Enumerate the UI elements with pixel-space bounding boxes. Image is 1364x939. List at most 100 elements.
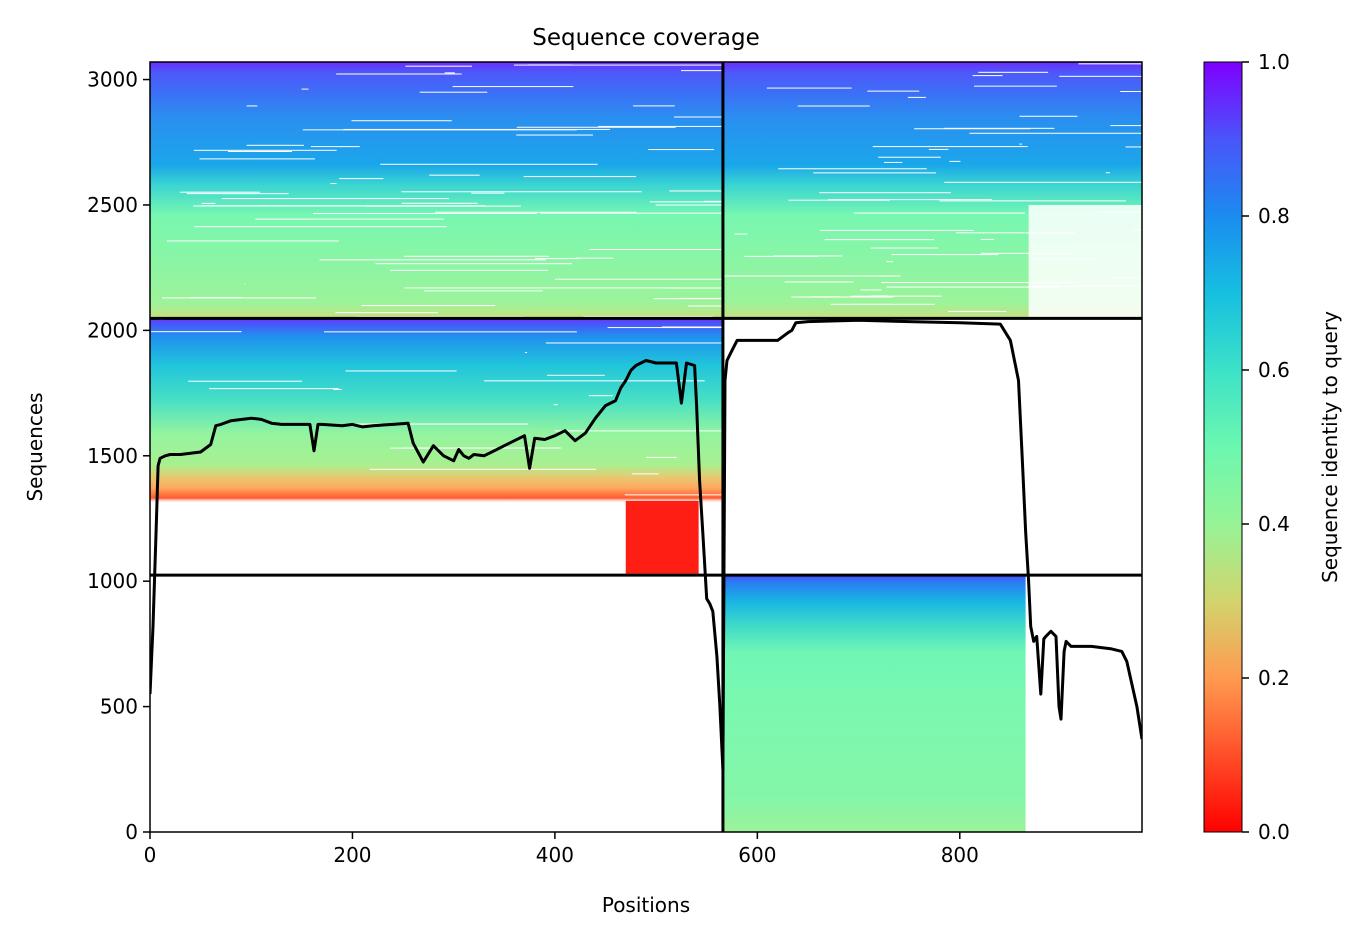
gap-line-middle-left — [553, 404, 558, 406]
gap-line-middle-left — [328, 511, 593, 513]
gap-line-top-left — [575, 257, 614, 259]
gap-line-bottom-right — [922, 510, 1010, 512]
gap-line-top-right — [828, 199, 992, 201]
gap-line-middle-left — [588, 395, 613, 397]
gap-line-top-left — [244, 283, 246, 285]
gap-line-bottom-right — [773, 531, 796, 533]
gap-line-top-left — [555, 278, 723, 280]
gap-line-top-right — [870, 247, 938, 249]
gap-line-bottom-right — [744, 543, 769, 545]
gap-line-middle-left — [536, 530, 621, 532]
gap-line-top-right — [824, 239, 934, 241]
gap-line-top-right — [907, 96, 926, 98]
gap-line-top-left — [246, 105, 258, 107]
gap-line-top-left — [583, 316, 713, 318]
gap-line-top-left — [674, 116, 723, 118]
y-tick-label: 1500 — [87, 444, 138, 468]
gap-line-bottom-right — [856, 489, 914, 491]
gap-line-middle-left — [345, 370, 457, 372]
gap-line-top-right — [949, 160, 961, 162]
gap-line-bottom-right — [807, 432, 908, 434]
gap-line-middle-left — [645, 456, 677, 458]
gap-line-middle-left — [474, 516, 650, 518]
gap-line-middle-left — [209, 388, 340, 390]
gap-line-top-right — [1125, 146, 1142, 148]
gap-line-bottom-right — [921, 459, 951, 461]
gap-line-top-left — [310, 146, 360, 148]
gap-line-middle-left — [624, 494, 723, 496]
gap-line-top-right — [830, 303, 935, 305]
gap-line-top-left — [193, 149, 337, 151]
gap-line-middle-left — [631, 473, 659, 475]
gap-line-top-right — [778, 168, 927, 170]
gap-line-top-left — [375, 263, 572, 265]
gap-line-middle-left — [336, 541, 482, 543]
gap-line-top-left — [339, 178, 384, 180]
gap-line-top-right — [1059, 75, 1142, 77]
gap-line-top-right — [886, 261, 894, 263]
gap-line-top-right — [1120, 91, 1142, 92]
coverage-line — [150, 318, 1142, 771]
gap-line-top-right — [939, 200, 1127, 202]
gap-line-top-left — [680, 297, 723, 299]
gap-line-middle-left — [254, 570, 340, 572]
gap-line-top-left — [649, 201, 723, 203]
colorbar-tick-label: 1.0 — [1258, 50, 1290, 74]
gap-line-middle-left — [150, 502, 280, 504]
colorbar — [1203, 61, 1243, 833]
gap-line-top-right — [972, 75, 1003, 77]
y-tick-label: 0 — [125, 820, 138, 844]
gap-line-bottom-right — [743, 487, 762, 489]
gap-line-top-left — [227, 150, 293, 152]
gap-line-middle-left — [483, 380, 705, 382]
gap-line-top-left — [336, 73, 462, 75]
gap-line-middle-left — [347, 423, 529, 425]
gap-line-top-left — [405, 65, 472, 67]
gap-line-top-left — [655, 204, 723, 206]
gap-line-top-right — [870, 295, 888, 297]
low-identity-patch — [625, 500, 699, 574]
gap-line-top-right — [974, 85, 1057, 87]
plot-area — [150, 62, 1142, 832]
gap-line-top-right — [1110, 125, 1142, 127]
gap-line-top-right — [811, 296, 840, 298]
gap-line-bottom-right — [938, 431, 1026, 433]
sparse-region-top-right — [1028, 204, 1142, 319]
gap-line-top-left — [704, 200, 723, 202]
gap-line-middle-left — [188, 380, 303, 382]
gap-line-middle-left — [151, 331, 242, 333]
gap-line-top-right — [850, 295, 942, 297]
gap-line-top-right — [928, 148, 949, 150]
gap-line-middle-left — [554, 430, 723, 432]
gap-line-top-right — [891, 254, 999, 256]
gap-line-bottom-right — [1011, 422, 1026, 424]
gap-line-bottom-right — [883, 409, 922, 411]
plot-frame — [149, 61, 1143, 833]
gap-line-top-right — [978, 71, 1049, 73]
gap-line-middle-left — [524, 352, 528, 354]
gap-line-bottom-right — [812, 473, 935, 475]
colorbar-ticks: 0.0 0.2 0.4 0.6 0.8 1.0 — [1242, 50, 1290, 844]
gap-line-top-left — [688, 305, 723, 307]
gap-line-middle-left — [157, 540, 372, 542]
gap-line-top-right — [784, 281, 854, 283]
x-tick-label: 800 — [941, 843, 979, 867]
x-tick-label: 600 — [738, 843, 776, 867]
gap-line-top-right — [766, 87, 852, 89]
gap-line-bottom-right — [903, 450, 910, 452]
gap-line-bottom-right — [987, 503, 1026, 505]
gap-line-top-left — [435, 211, 637, 213]
coverage-block-top-left — [150, 62, 723, 319]
gap-line-top-left — [343, 128, 611, 130]
gap-line-top-right — [788, 199, 890, 201]
gap-line-top-right — [944, 181, 1142, 183]
gap-line-top-left — [540, 212, 723, 214]
gap-line-top-left — [351, 120, 452, 122]
colorbar-label: Sequence identity to query — [1318, 311, 1342, 583]
gap-line-top-right — [820, 229, 974, 231]
gap-line-middle-left — [433, 551, 442, 553]
gap-line-bottom-right — [754, 513, 859, 515]
colorbar-tick-label: 0.2 — [1258, 666, 1290, 690]
gap-line-top-left — [471, 192, 505, 194]
